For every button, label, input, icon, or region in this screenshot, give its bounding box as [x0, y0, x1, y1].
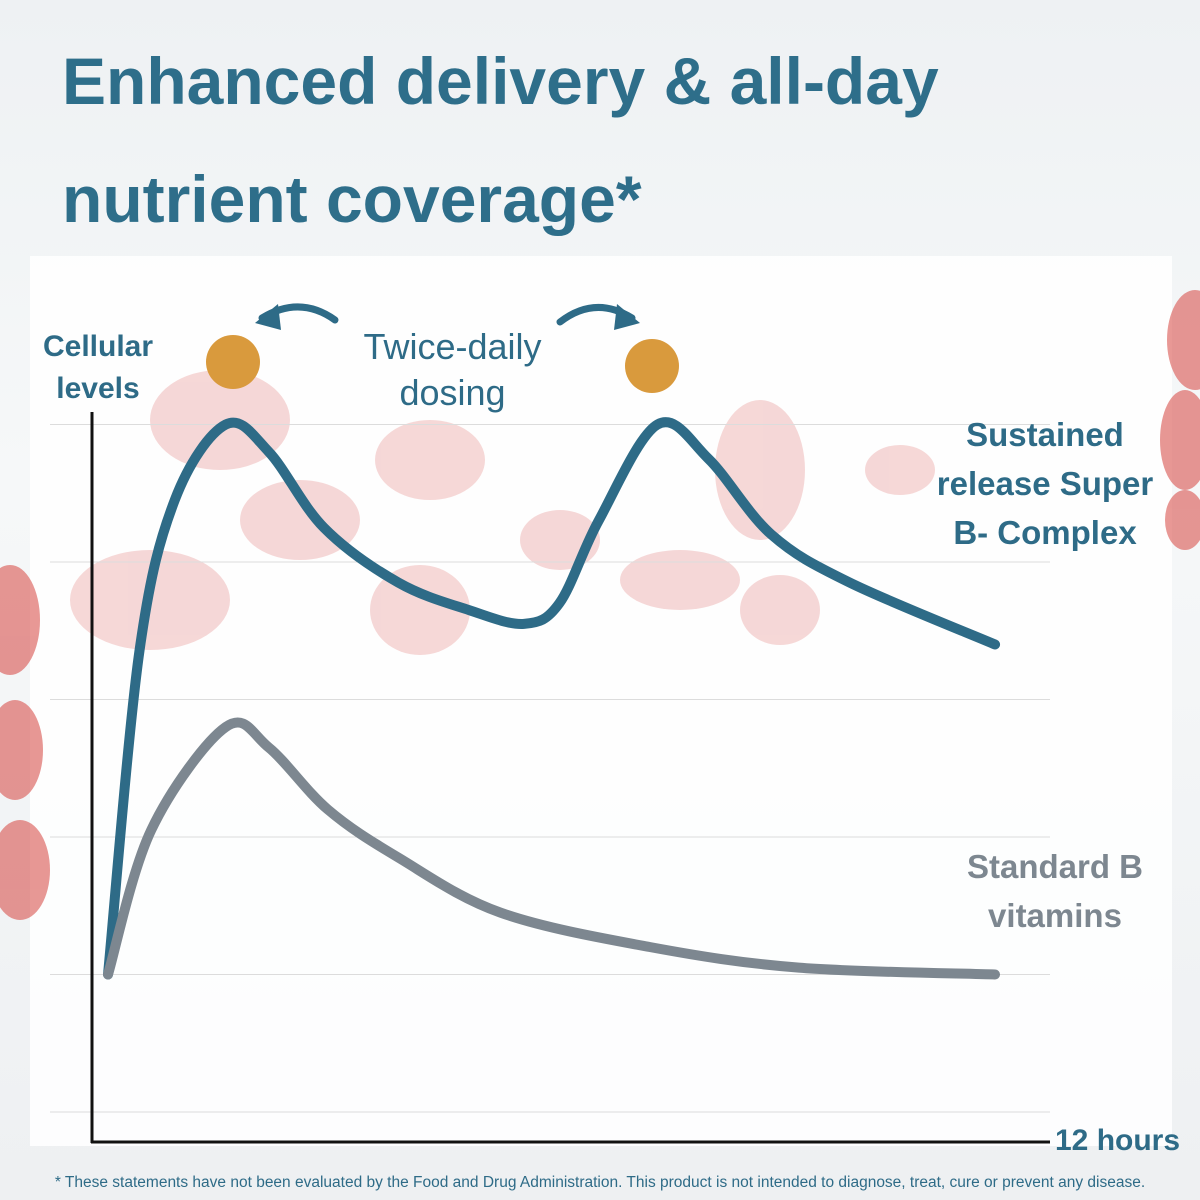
x-axis-label: 12 hours — [1055, 1124, 1181, 1157]
annotation: Twice-daily dosing — [363, 326, 542, 413]
chart-title: Enhanced delivery & all-day nutrient cov… — [62, 44, 939, 236]
arrowhead — [614, 304, 640, 330]
series-line — [103, 717, 1001, 980]
arrowhead — [255, 304, 281, 330]
series-label: Sustained release Super B- Complex — [936, 416, 1154, 551]
series-line — [103, 417, 1001, 980]
blood-cells — [70, 370, 935, 655]
series-label: Standard B vitamins — [966, 848, 1144, 934]
footnote: * These statements have not been evaluat… — [54, 1174, 1146, 1191]
blood-cells-edge — [0, 290, 1200, 920]
chart-panel — [30, 256, 1172, 1146]
pill — [206, 335, 260, 389]
y-axis-label: Cellular levels — [42, 330, 154, 405]
pill — [625, 339, 679, 393]
